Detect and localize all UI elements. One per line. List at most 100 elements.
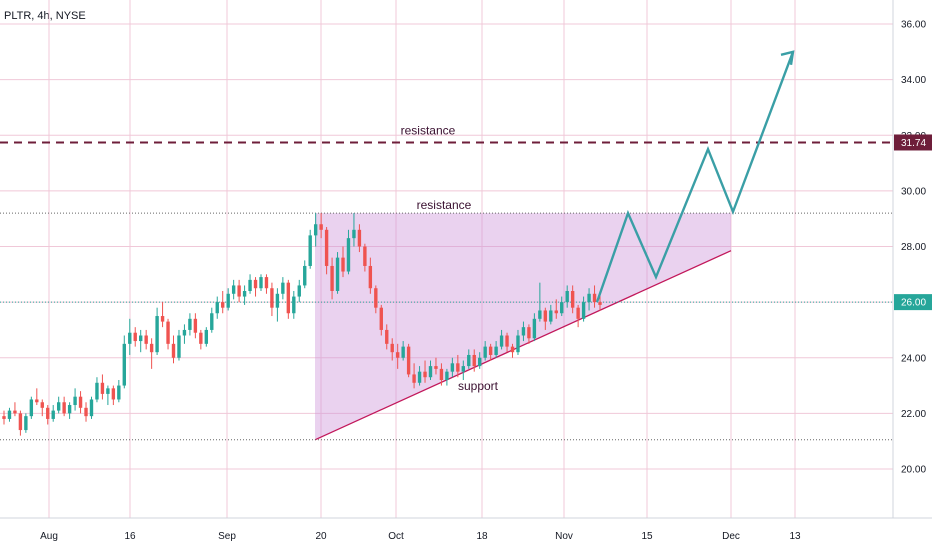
candle-body [445, 371, 449, 380]
candle-body [67, 405, 72, 414]
price-tick-label: 28.00 [901, 242, 926, 253]
candle-body [237, 285, 241, 297]
time-tick-label: Aug [40, 531, 58, 542]
candle-body [7, 410, 12, 419]
resistance-label-upper: resistance [401, 123, 456, 137]
candle-body [275, 293, 280, 308]
price-tag-resistance: 31.74 [894, 134, 932, 151]
candle-body [210, 313, 214, 330]
price-tick-label: 22.00 [901, 409, 926, 420]
candle-body [341, 257, 345, 272]
candle-body [193, 318, 198, 333]
candle-body [18, 413, 23, 431]
candle-body [395, 352, 400, 358]
candle-body [461, 366, 465, 372]
candle-body [549, 310, 553, 322]
candle-body [155, 316, 159, 353]
candle-body [221, 302, 225, 308]
candle-body [330, 265, 334, 291]
candlestick-series [2, 213, 602, 436]
candle-body [570, 291, 575, 308]
candle-body [117, 385, 121, 400]
projection-path [595, 50, 795, 303]
candle-body [100, 382, 105, 394]
candle-body [499, 335, 504, 347]
candle-body [144, 335, 148, 344]
candle-body [171, 343, 176, 358]
candle-body [248, 279, 252, 291]
candle-body [456, 363, 460, 372]
candle-body [363, 246, 367, 266]
candle-body [532, 318, 537, 339]
candle-body [242, 291, 247, 297]
candle-body [357, 229, 362, 247]
candle-body [35, 399, 39, 403]
candle-body [281, 282, 285, 294]
price-tick-label: 30.00 [901, 186, 926, 197]
candle-body [149, 343, 154, 353]
candle-body [111, 388, 116, 400]
candle-body [467, 354, 471, 367]
candle-body [423, 371, 427, 378]
candle-body [106, 388, 110, 394]
candle-body [401, 346, 405, 358]
candle-body [379, 307, 383, 330]
candle-body [56, 402, 61, 411]
resistance-label-lower: resistance [417, 198, 472, 212]
candle-body [450, 363, 455, 372]
candle-body [128, 332, 132, 344]
candle-body [139, 335, 143, 342]
candle-body [346, 238, 351, 272]
candle-body [286, 282, 291, 314]
candle-body [24, 416, 28, 431]
support-trendline [314, 250, 732, 441]
candle-body [95, 382, 99, 400]
price-tag-resistance-text: 31.74 [901, 138, 926, 149]
candle-body [543, 310, 548, 322]
candle-body [29, 399, 34, 417]
candle-body [166, 321, 170, 344]
price-tick-label: 36.00 [901, 20, 926, 31]
candle-body [516, 335, 520, 353]
candle-body [587, 293, 591, 303]
candle-body [297, 285, 301, 297]
candle-body [204, 329, 209, 344]
candle-body [439, 368, 444, 380]
candle-body [313, 224, 318, 236]
candle-body [264, 277, 269, 289]
candle-body [259, 277, 263, 289]
price-tag-resistance-bg [894, 134, 932, 151]
candle-body [324, 229, 329, 266]
candle-body [368, 265, 373, 289]
candle-body [374, 288, 378, 308]
price-tick-label: 20.00 [901, 465, 926, 476]
time-tick-label: Nov [555, 531, 573, 542]
candle-body [62, 402, 66, 414]
candle-body [160, 316, 165, 322]
horizontal-level-lines [0, 141, 893, 441]
price-tag-current: 26.00 [894, 294, 932, 311]
candle-body [478, 357, 482, 367]
candle-body [385, 329, 389, 344]
candle-body [560, 302, 564, 314]
candle-body [581, 302, 586, 319]
candle-body [40, 402, 44, 408]
candle-body [319, 224, 323, 230]
candle-body [308, 235, 312, 266]
candle-body [352, 229, 356, 239]
candle-body [598, 302, 602, 305]
time-tick-label: Oct [388, 531, 404, 542]
time-tick-label: 18 [476, 531, 488, 542]
time-tick-label: 13 [789, 531, 801, 542]
candle-body [199, 332, 203, 344]
candle-body [538, 310, 542, 319]
time-tick-label: 20 [315, 531, 327, 542]
time-tick-label: 16 [124, 531, 136, 542]
candle-body [417, 371, 422, 383]
candle-body [576, 307, 580, 319]
candle-body [51, 410, 55, 419]
support-label: support [458, 379, 499, 393]
candle-body [231, 285, 236, 294]
annotation-labels: resistance resistance support [401, 123, 499, 393]
